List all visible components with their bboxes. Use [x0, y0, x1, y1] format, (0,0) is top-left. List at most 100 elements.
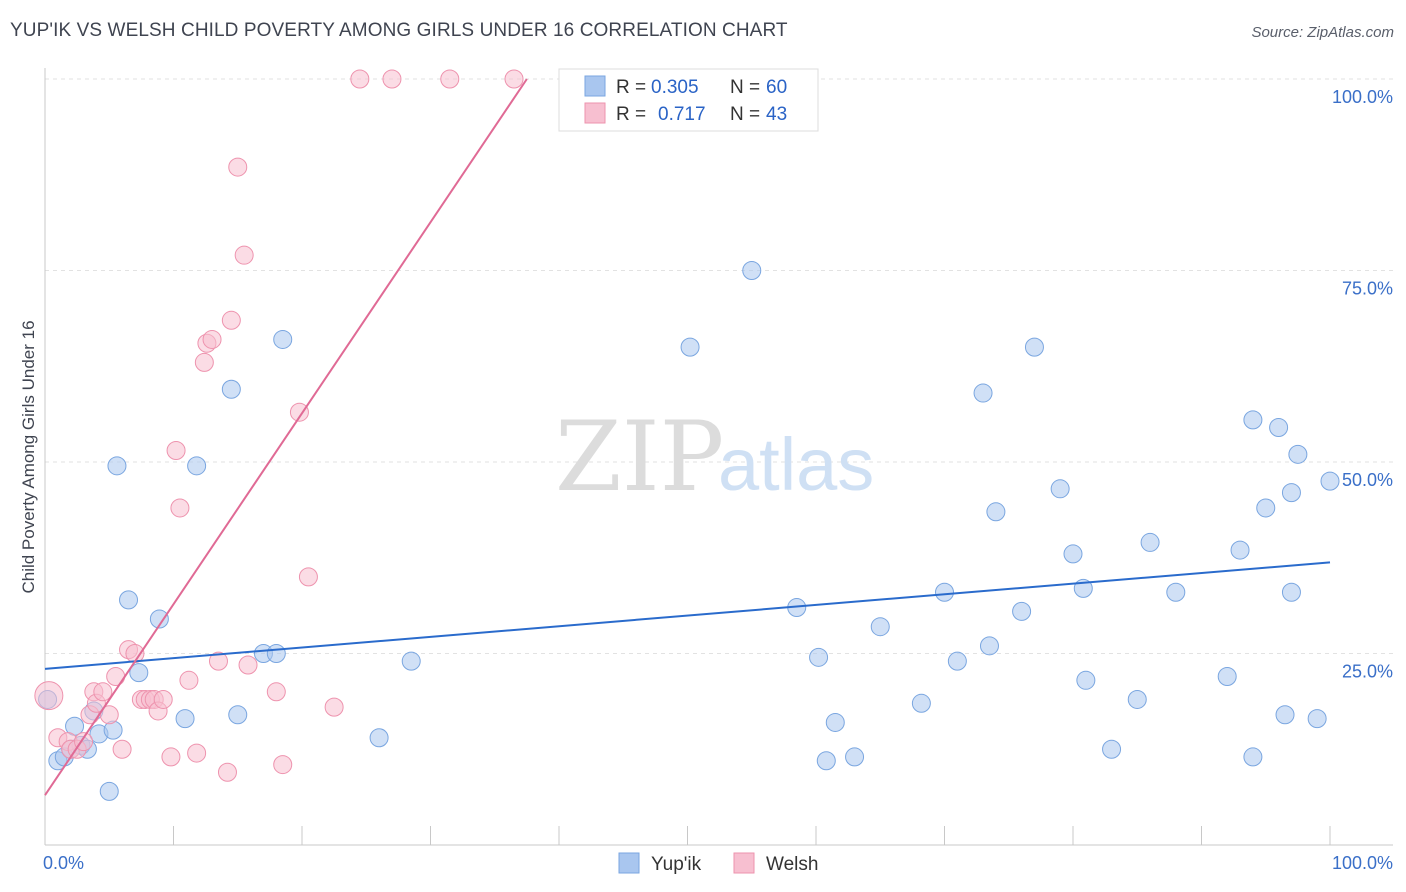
welsh-point [93, 682, 113, 702]
welsh-point [298, 567, 318, 587]
yupik-point [129, 663, 149, 683]
yupik-point [1269, 418, 1289, 438]
welsh-point [440, 69, 460, 89]
yupik-point [1050, 479, 1070, 499]
yupik-point [221, 379, 241, 399]
y-axis-label: Child Poverty Among Girls Under 16 [19, 320, 38, 593]
welsh-point [221, 310, 241, 330]
yupik-point [1275, 705, 1295, 725]
yupik-point [175, 709, 195, 729]
yupik-point [1012, 601, 1032, 621]
welsh-point [350, 69, 370, 89]
yupik-point [973, 383, 993, 403]
legend: R = 0.305 N = 60 R = 0.717 N = 43 [558, 68, 819, 132]
axes [44, 68, 1393, 846]
yupik-point [1140, 532, 1160, 552]
yupik-point [1217, 666, 1237, 686]
yupik-point [369, 728, 389, 748]
yupik-point [979, 636, 999, 656]
legend-n-value: 60 [766, 77, 787, 98]
x-tick-label: 0.0% [43, 853, 84, 873]
welsh-point [382, 69, 402, 89]
welsh-point [161, 747, 181, 767]
yupik-point [273, 329, 293, 349]
yupik-point [266, 644, 286, 663]
yupik-point [187, 456, 207, 476]
yupik-point [99, 781, 119, 801]
watermark-zip: ZIP [555, 401, 724, 513]
yupik-point [1320, 471, 1340, 491]
welsh-point [187, 743, 207, 763]
watermark: ZIP atlas [555, 401, 874, 513]
y-tick-label: 25.0% [1342, 662, 1393, 682]
gridlines [45, 78, 1393, 654]
legend-r-value: 0.305 [651, 77, 699, 98]
legend-r-value: 0.717 [658, 104, 706, 125]
legend-r-label: R = [616, 77, 646, 98]
welsh-trend-line [44, 78, 528, 796]
welsh-point [266, 682, 286, 702]
bottom-legend-swatch [618, 852, 640, 874]
tick-labels: 100.0% 75.0% 50.0% 25.0% 0.0% 100.0% [43, 87, 1393, 873]
yupik-point [1243, 747, 1263, 767]
yupik-point [1256, 498, 1276, 518]
chart-source: Source: ZipAtlas.com [1251, 24, 1394, 41]
yupik-point [1281, 582, 1301, 602]
y-tick-label: 50.0% [1342, 470, 1393, 490]
yupik-point [1076, 670, 1096, 690]
yupik-point [1288, 444, 1308, 464]
yupik-point [1127, 689, 1147, 709]
welsh-point [234, 245, 254, 265]
yupik-point [1102, 739, 1122, 759]
watermark-atlas: atlas [718, 423, 874, 506]
welsh-point [153, 689, 173, 709]
welsh-point [106, 666, 126, 686]
yupik-point [1230, 540, 1250, 560]
yupik-point [816, 751, 836, 771]
yupik-point [870, 617, 890, 637]
welsh-point [170, 498, 190, 518]
welsh-point [202, 329, 222, 349]
yupik-point [228, 705, 248, 725]
yupik-point [401, 651, 421, 671]
welsh-point [194, 352, 214, 372]
bottom-legend: Yup'ik Welsh [618, 852, 818, 875]
yupik-point [911, 693, 931, 713]
yupik-point [742, 261, 762, 280]
x-tick-label: 100.0% [1332, 853, 1393, 873]
yupik-point [986, 502, 1006, 522]
yupik-trend-line [44, 561, 1331, 670]
welsh-point [34, 681, 64, 711]
welsh-point [208, 651, 228, 671]
y-tick-label: 100.0% [1332, 87, 1393, 107]
legend-n-label: N = [730, 77, 760, 98]
legend-n-value: 43 [766, 104, 787, 125]
legend-n-label: N = [730, 104, 760, 125]
legend-r-label: R = [616, 104, 646, 125]
welsh-point [166, 441, 186, 461]
yupik-point [1307, 709, 1327, 729]
chart-title: YUP'IK VS WELSH CHILD POVERTY AMONG GIRL… [10, 20, 788, 41]
yupik-point [119, 590, 139, 610]
welsh-point [289, 402, 309, 422]
welsh-point [217, 762, 237, 782]
y-tick-label: 75.0% [1342, 279, 1393, 299]
legend-swatch [584, 102, 606, 124]
yupik-point [1024, 337, 1044, 357]
data-points [34, 69, 1340, 801]
welsh-point [504, 69, 524, 89]
yupik-point [149, 609, 169, 629]
yupik-point [845, 747, 865, 767]
bottom-legend-label: Yup'ik [651, 854, 702, 875]
legend-swatch [584, 75, 606, 97]
yupik-point [1243, 410, 1263, 430]
bottom-legend-label: Welsh [766, 854, 818, 875]
yupik-point [825, 712, 845, 732]
yupik-point [1063, 544, 1083, 564]
yupik-point [935, 582, 954, 602]
yupik-point [1166, 582, 1186, 602]
welsh-point [228, 157, 248, 177]
welsh-point [324, 697, 344, 717]
bottom-legend-swatch [733, 852, 755, 874]
